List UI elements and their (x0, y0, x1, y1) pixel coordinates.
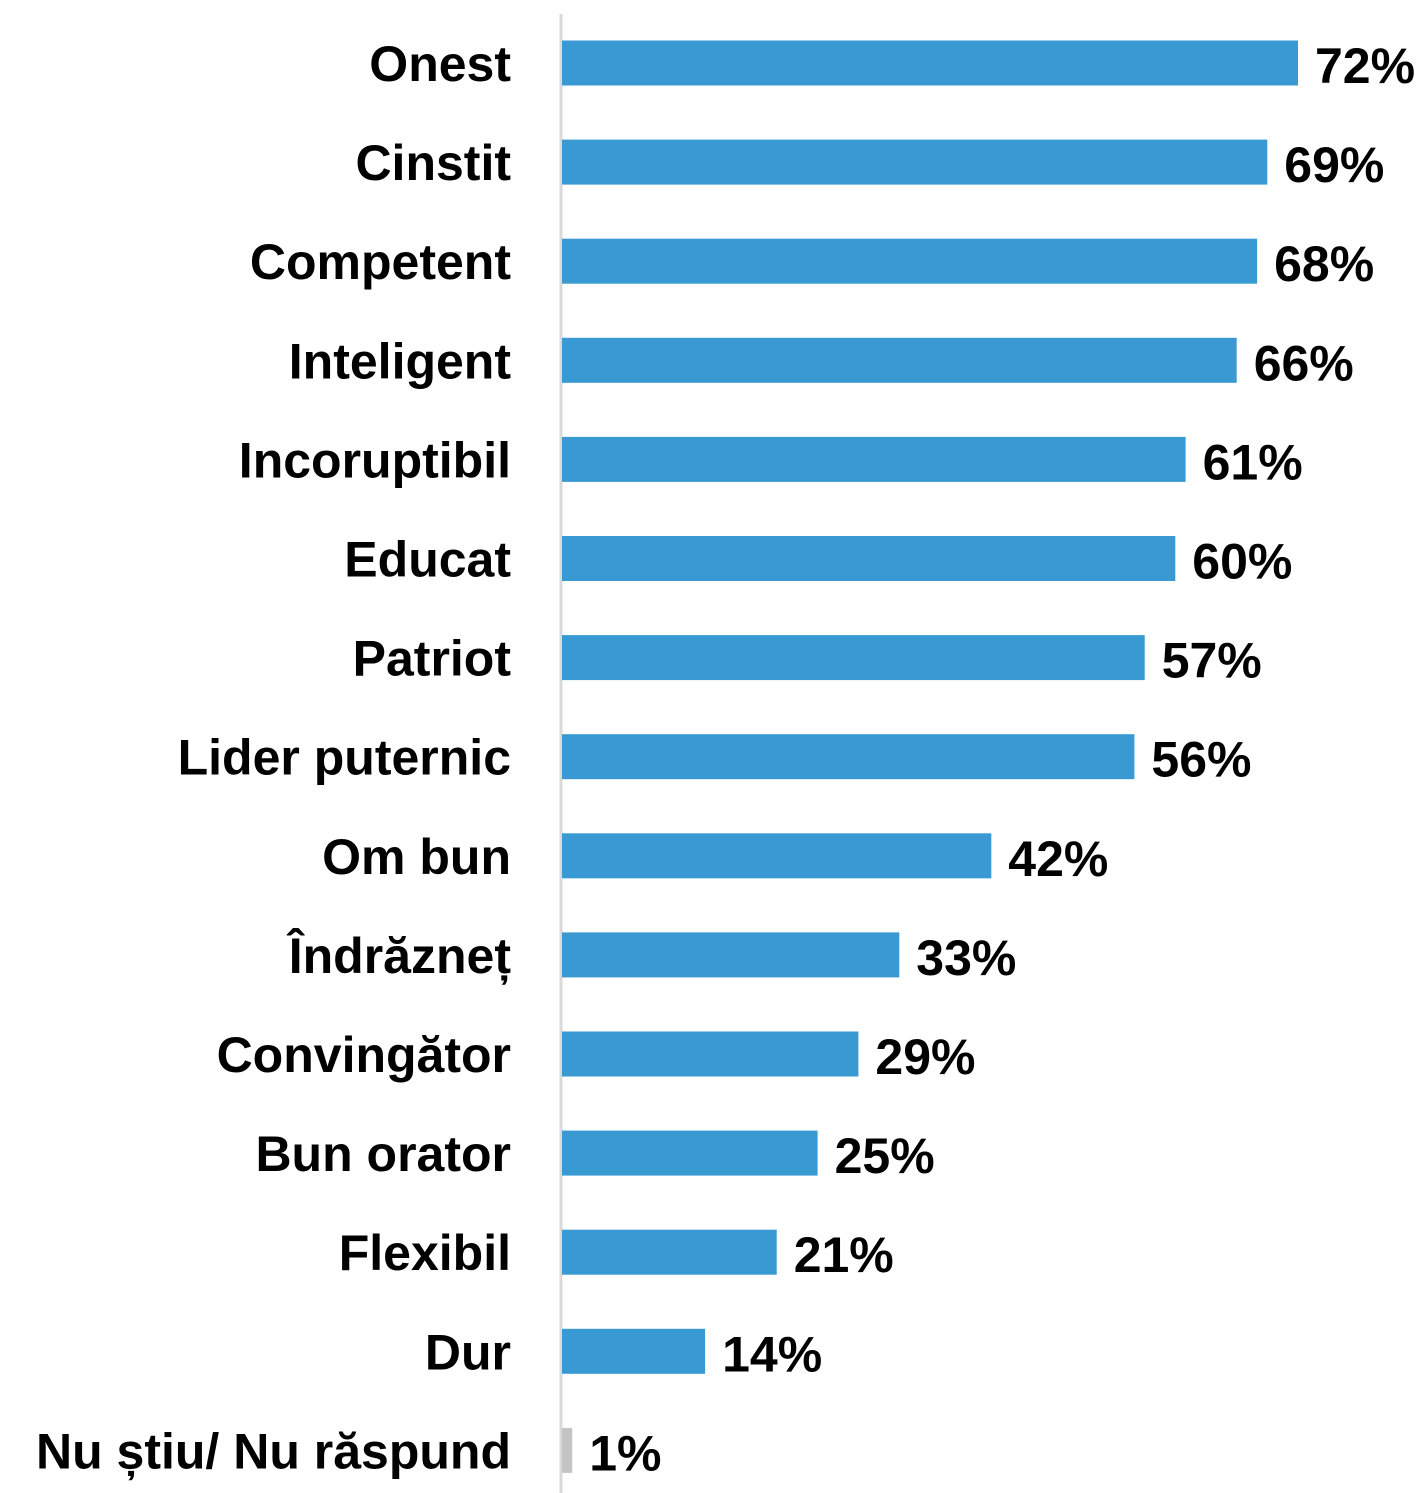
value-labels-group: 72% 69% 68% 66% 61% 60% 57% 56% 42% 33% 29% 25% 21% 1… (589, 38, 1415, 1481)
category-label-10: Convingător (217, 1027, 511, 1083)
category-labels-group: Onest Cinstit Competent Inteligent Incorupti… (36, 36, 511, 1479)
category-label-3: Inteligent (289, 333, 512, 389)
bar-4 (562, 436, 1186, 482)
bar-1 (562, 139, 1268, 185)
category-label-0: Onest (369, 36, 511, 92)
bar-0 (562, 40, 1298, 86)
bar-9 (562, 932, 900, 978)
bar-14 (562, 1427, 573, 1473)
bar-7 (562, 734, 1135, 780)
category-label-2: Competent (250, 234, 511, 290)
category-label-13: Dur (425, 1324, 511, 1380)
value-label-11: 25% (835, 1128, 935, 1184)
value-label-3: 66% (1254, 335, 1354, 391)
value-label-9: 33% (916, 930, 1016, 986)
bar-2 (562, 238, 1258, 284)
bar-5 (562, 536, 1176, 581)
value-label-12: 21% (794, 1227, 894, 1283)
bars-group (562, 40, 1298, 1473)
value-label-14: 1% (589, 1425, 661, 1481)
bar-11 (562, 1130, 818, 1176)
bar-13 (562, 1328, 706, 1374)
category-label-5: Educat (344, 532, 511, 588)
bar-8 (562, 833, 992, 879)
category-label-12: Flexibil (339, 1225, 511, 1281)
value-label-13: 14% (722, 1326, 822, 1382)
value-label-6: 57% (1162, 633, 1262, 689)
category-label-9: Îndrăzneț (286, 928, 512, 984)
category-label-8: Om bun (322, 829, 511, 885)
value-label-0: 72% (1315, 38, 1415, 94)
category-label-6: Patriot (353, 631, 512, 687)
value-label-5: 60% (1192, 534, 1292, 590)
bar-12 (562, 1229, 777, 1275)
category-label-7: Lider puternic (178, 730, 511, 786)
value-label-10: 29% (875, 1029, 975, 1085)
category-label-4: Incoruptibil (239, 432, 511, 488)
bar-3 (562, 337, 1237, 383)
category-label-11: Bun orator (255, 1126, 511, 1182)
value-label-7: 56% (1151, 732, 1251, 788)
category-label-14: Nu știu/ Nu răspund (36, 1423, 511, 1479)
value-label-4: 61% (1203, 434, 1303, 490)
bar-6 (562, 635, 1145, 681)
category-label-1: Cinstit (355, 135, 511, 191)
value-label-2: 68% (1274, 236, 1374, 292)
bar-10 (562, 1031, 859, 1077)
value-label-1: 69% (1284, 137, 1384, 193)
value-label-8: 42% (1008, 831, 1108, 887)
